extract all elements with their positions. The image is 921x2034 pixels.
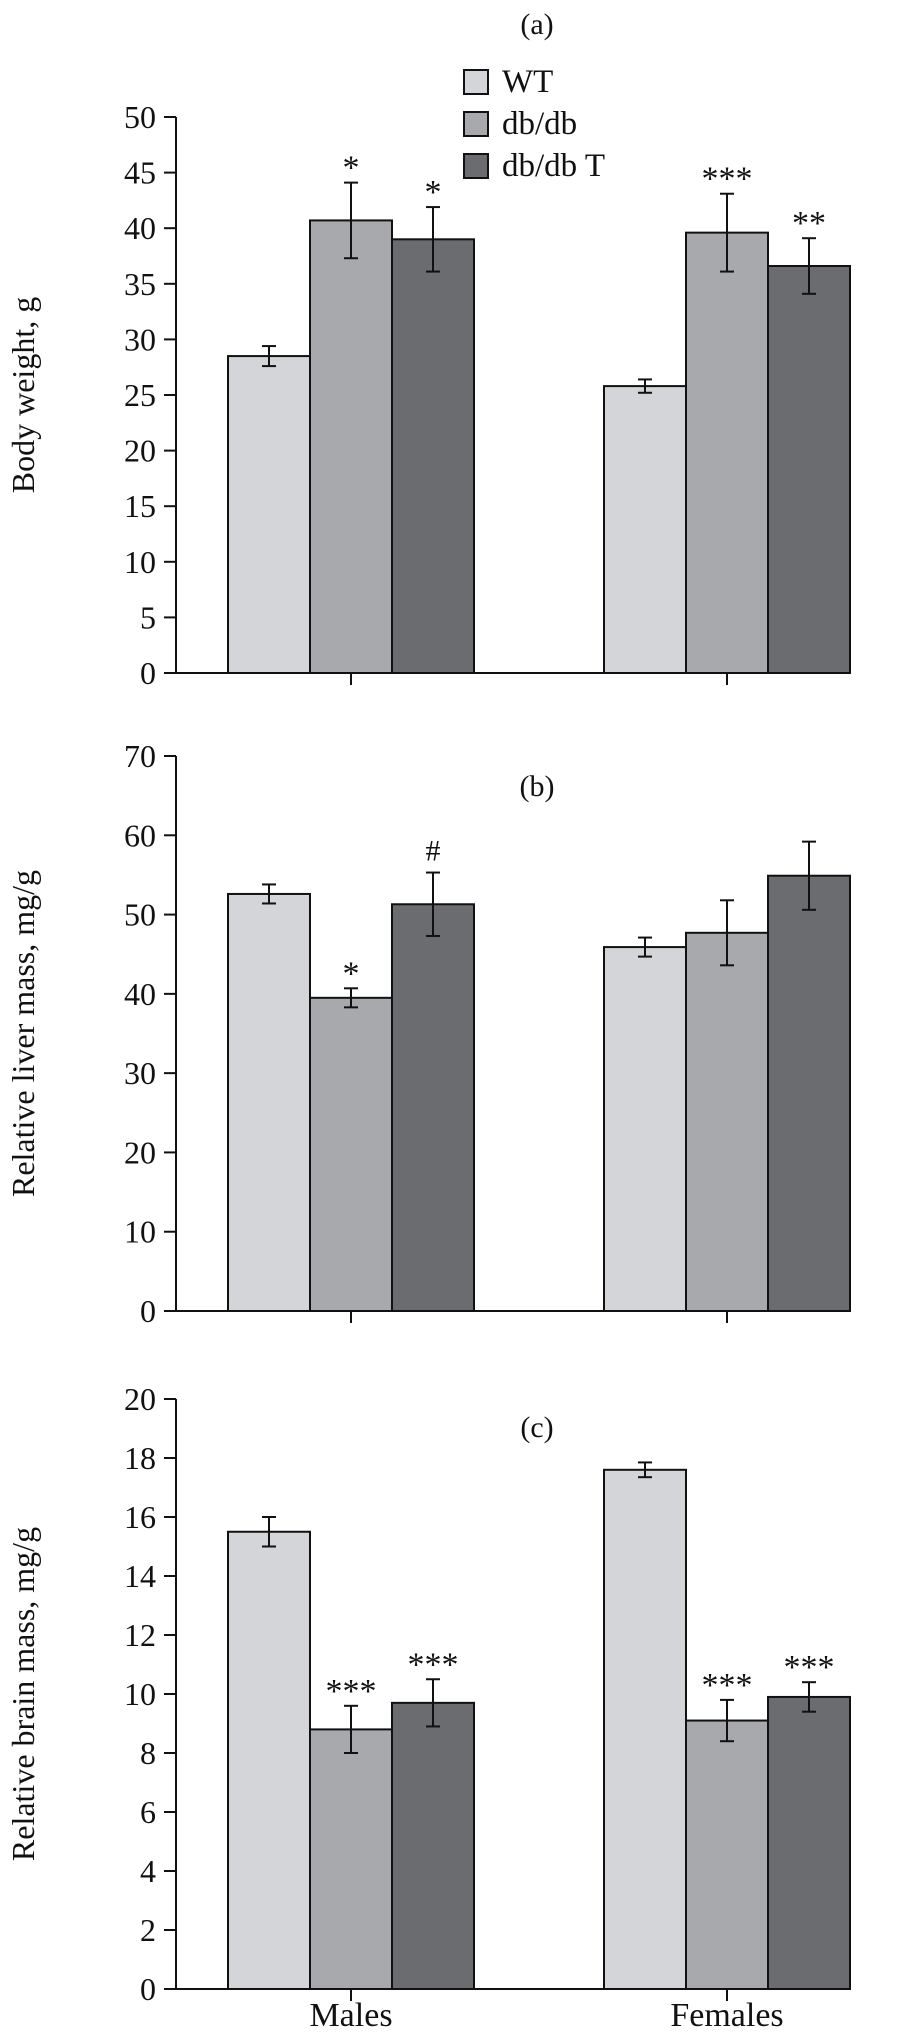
panel-0-y-tick-label: 25 bbox=[124, 377, 156, 413]
panel-1-label: (b) bbox=[520, 770, 555, 803]
panel-1-annotation: # bbox=[426, 835, 441, 868]
panel-1-bar-males-wt bbox=[227, 892, 311, 1312]
panel-0-y-tick-label: 50 bbox=[124, 99, 156, 135]
panel-0-annotation: * bbox=[425, 174, 442, 211]
panel-0-annotation: * bbox=[343, 150, 360, 187]
panel-1-y-tick-label: 70 bbox=[124, 738, 156, 774]
panel-1-annotation: * bbox=[343, 955, 360, 992]
panel-1-y-axis-title: Relative liver mass, mg/g bbox=[5, 870, 41, 1197]
panel-1-y-tick-label: 50 bbox=[124, 897, 156, 933]
panel-0-annotation: ** bbox=[792, 205, 826, 242]
panel-2-y-tick-label: 6 bbox=[140, 1794, 156, 1830]
panel-2-y-tick-label: 8 bbox=[140, 1735, 156, 1771]
panel-1-y-tick-label: 10 bbox=[124, 1214, 156, 1250]
panel-2-bar-males-db-db bbox=[309, 1728, 393, 1991]
panel-1-bar-females-db-db-t bbox=[767, 874, 851, 1312]
panel-2-label: (c) bbox=[520, 1411, 553, 1444]
panel-2-bar-males-db-db-t bbox=[391, 1701, 475, 1990]
panel-1-y-tick-label: 30 bbox=[124, 1055, 156, 1091]
panel-2-y-tick-label: 14 bbox=[124, 1558, 156, 1594]
panel-0-y-tick-label: 0 bbox=[140, 655, 156, 691]
panel-2-y-tick-label: 18 bbox=[124, 1440, 156, 1476]
panel-0-y-tick-label: 20 bbox=[124, 433, 156, 469]
panel-2-annotation: *** bbox=[784, 1649, 835, 1686]
panel-2-bar-males-wt bbox=[227, 1530, 311, 1990]
legend-label-db-db-t: db/db T bbox=[502, 148, 605, 184]
panel-0-y-tick-label: 45 bbox=[124, 155, 156, 191]
panel-2-y-tick-label: 16 bbox=[124, 1499, 156, 1535]
panel-0-bar-males-wt bbox=[227, 355, 311, 674]
panel-0-y-tick-label: 35 bbox=[124, 266, 156, 302]
panel-1-y-tick-label: 60 bbox=[124, 817, 156, 853]
legend-label-wt: WT bbox=[502, 64, 553, 100]
panel-2-bar-females-wt bbox=[603, 1468, 687, 1991]
panel-2-y-tick-label: 12 bbox=[124, 1617, 156, 1653]
panel-0-annotation: *** bbox=[702, 161, 753, 198]
panel-0-y-axis-title: Body weight, g bbox=[5, 297, 41, 493]
panel-1-bar-males-db-db-t bbox=[391, 903, 475, 1312]
panel-0-bar-males-db-db-t bbox=[391, 238, 475, 674]
legend-swatch-db-db-t bbox=[463, 153, 489, 179]
panel-0-bar-females-db-db-t bbox=[767, 265, 851, 674]
panel-1-y-tick-label: 0 bbox=[140, 1293, 156, 1329]
panel-1-bar-females-wt bbox=[603, 946, 687, 1312]
panel-2-y-tick-label: 10 bbox=[124, 1676, 156, 1712]
panel-1-y-tick-label: 40 bbox=[124, 976, 156, 1012]
panel-1-bar-females-db-db bbox=[685, 931, 769, 1312]
panel-0-bar-males-db-db bbox=[309, 219, 393, 675]
panel-2-annotation: *** bbox=[326, 1673, 377, 1710]
panel-0-y-tick-label: 40 bbox=[124, 210, 156, 246]
x-category-label-females: Females bbox=[670, 1997, 783, 2034]
panel-0-y-tick-label: 15 bbox=[124, 488, 156, 524]
panel-2-annotation: *** bbox=[408, 1646, 459, 1683]
panel-1-bar-males-db-db bbox=[309, 996, 393, 1312]
panel-2-bar-females-db-db bbox=[685, 1719, 769, 1991]
x-category-label-males: Males bbox=[309, 1997, 392, 2034]
panel-0-label: (a) bbox=[520, 8, 553, 41]
panel-0-y-tick-label: 10 bbox=[124, 544, 156, 580]
panel-2-y-tick-label: 2 bbox=[140, 1912, 156, 1948]
panel-2-y-tick-label: 0 bbox=[140, 1971, 156, 2007]
panel-0-bar-females-db-db bbox=[685, 231, 769, 674]
panel-0-y-tick-label: 5 bbox=[140, 599, 156, 635]
panel-2-bar-females-db-db-t bbox=[767, 1695, 851, 1990]
panel-0-y-tick-label: 30 bbox=[124, 321, 156, 357]
legend-label-db-db: db/db bbox=[502, 106, 577, 142]
panel-2-annotation: *** bbox=[702, 1667, 753, 1704]
panel-2-y-axis-title: Relative brain mass, mg/g bbox=[5, 1527, 41, 1861]
legend-swatch-wt bbox=[463, 69, 489, 95]
panel-2-y-tick-label: 20 bbox=[124, 1381, 156, 1417]
panel-0-bar-females-wt bbox=[603, 385, 687, 674]
legend-swatch-db-db bbox=[463, 111, 489, 137]
panel-2-y-tick-label: 4 bbox=[140, 1853, 156, 1889]
panel-1-y-tick-label: 20 bbox=[124, 1134, 156, 1170]
